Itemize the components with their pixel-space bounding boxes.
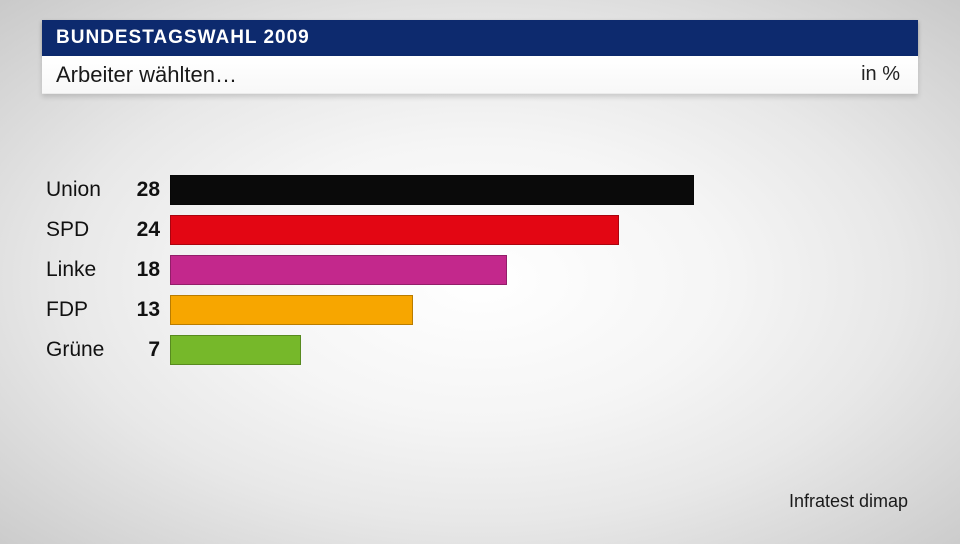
party-value: 7 bbox=[122, 338, 170, 362]
bar-track bbox=[170, 215, 918, 245]
bar bbox=[170, 215, 619, 245]
party-label: Linke bbox=[42, 258, 122, 282]
bar-track bbox=[170, 335, 918, 365]
bar bbox=[170, 175, 694, 205]
header-title: BUNDESTAGSWAHL 2009 bbox=[56, 27, 310, 49]
unit-label: in % bbox=[861, 63, 900, 86]
subheader-title: Arbeiter wählten… bbox=[56, 62, 237, 88]
party-value: 13 bbox=[122, 298, 170, 322]
bar bbox=[170, 295, 413, 325]
party-value: 28 bbox=[122, 178, 170, 202]
party-label: FDP bbox=[42, 298, 122, 322]
bar bbox=[170, 255, 507, 285]
party-value: 18 bbox=[122, 258, 170, 282]
bar-chart: Union 28 SPD 24 Linke 18 FDP 13 Grüne 7 bbox=[42, 170, 918, 370]
chart-row: Union 28 bbox=[42, 170, 918, 210]
party-value: 24 bbox=[122, 218, 170, 242]
chart-row: Linke 18 bbox=[42, 250, 918, 290]
bar-track bbox=[170, 295, 918, 325]
party-label: Grüne bbox=[42, 338, 122, 362]
chart-row: SPD 24 bbox=[42, 210, 918, 250]
party-label: Union bbox=[42, 178, 122, 202]
subheader-band: Arbeiter wählten… in % bbox=[42, 56, 918, 94]
chart-row: FDP 13 bbox=[42, 290, 918, 330]
source-attribution: Infratest dimap bbox=[789, 491, 908, 512]
chart-row: Grüne 7 bbox=[42, 330, 918, 370]
party-label: SPD bbox=[42, 218, 122, 242]
bar-track bbox=[170, 255, 918, 285]
bar-track bbox=[170, 175, 918, 205]
header-band: BUNDESTAGSWAHL 2009 bbox=[42, 20, 918, 56]
bar bbox=[170, 335, 301, 365]
